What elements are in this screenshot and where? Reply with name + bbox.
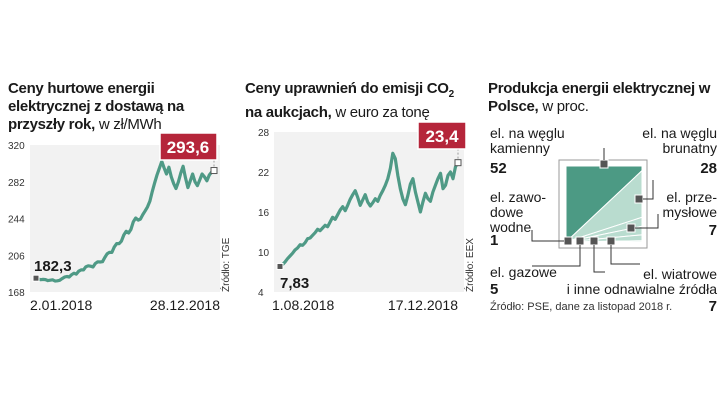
chart1-title-unit: w zł/MWh — [98, 116, 162, 133]
chart2-xtick-label-end: 17.12.2018 — [388, 297, 458, 313]
chart-panel-power-prices: Ceny hurtowe energii elektrycznej z dost… — [8, 80, 236, 134]
chart3-marker-kamienny — [599, 159, 609, 169]
chart3-leader-zawodowe — [531, 230, 564, 242]
chart-panel-production-mix: Produkcja energii elektrycznej w Polsce,… — [488, 80, 713, 116]
chart1-ytick-label: 168 — [8, 288, 25, 299]
chart3-marker-zawodowe — [563, 236, 573, 246]
chart3-label-kamienny: kamienny — [490, 140, 550, 156]
chart2-title: Ceny uprawnień do emisji CO2 na aukcjach… — [245, 80, 475, 122]
chart3-value-gazowe: 5 — [490, 281, 498, 298]
chart3-label-wiatrowe: el. wiatrowe — [643, 266, 717, 282]
chart3-value-wodne: 1 — [490, 232, 498, 249]
chart2-source: Źródło: EEX — [463, 238, 476, 292]
chart3-value-przemyslowe: 7 — [709, 222, 717, 239]
chart2-ytick-label: 16 — [258, 208, 270, 219]
chart1-title: Ceny hurtowe energii elektrycznej z dost… — [8, 80, 236, 134]
chart1-ytick-label: 282 — [8, 178, 25, 189]
chart2-title-bold-2: na aukcjach, — [245, 104, 332, 121]
chart3-slice — [565, 240, 643, 243]
chart3-label-kamienny: el. na węglu — [490, 125, 565, 141]
chart3-label-przemyslowe: el. prze- — [666, 189, 717, 205]
chart2-title-unit: w euro za tonę — [335, 104, 430, 121]
chart3-title-bold: Produkcja energii elektrycznej w Polsce, — [488, 80, 711, 115]
chart2-plot-area — [274, 132, 464, 292]
chart1-xtick-label-end: 28.12.2018 — [150, 297, 220, 313]
chart3-marker-brunatny — [634, 194, 644, 204]
chart1-source: Źródło: TGE — [219, 237, 232, 292]
chart-panel-co2-prices: Ceny uprawnień do emisji CO2 na aukcjach… — [245, 80, 475, 122]
chart2-ytick-label: 10 — [258, 248, 270, 259]
chart3-label-brunatny: brunatny — [663, 140, 717, 156]
chart3-leader-przemyslowe — [635, 214, 659, 229]
chart2-ytick-label: 4 — [258, 288, 264, 299]
chart3-label-przemyslowe: mysłowe — [663, 204, 718, 220]
chart3-label-gazowe: el. gazowe — [490, 264, 557, 280]
chart1-end-marker — [210, 167, 218, 175]
chart1-title-bold: Ceny hurtowe energii elektrycznej z dost… — [8, 80, 184, 133]
chart2-series-line — [279, 151, 460, 268]
chart3-marker-wodne — [589, 236, 599, 246]
chart1-end-value-label: 293,6 — [167, 138, 210, 157]
chart2-start-value-label: 7,83 — [280, 275, 309, 292]
chart2-title-bold-1: Ceny uprawnień do emisji CO — [245, 80, 449, 97]
chart1-end-value-box — [159, 132, 218, 161]
chart3-label-brunatny: el. na węglu — [642, 125, 717, 141]
chart3-marker-wiatrowe — [606, 236, 616, 246]
chart3-value-wiatrowe: 7 — [709, 298, 717, 315]
chart1-series-line — [35, 159, 215, 283]
chart2-start-marker — [276, 262, 284, 270]
chart2-ytick-label: 28 — [258, 128, 270, 139]
chart3-leader-wiatrowe — [610, 245, 640, 265]
chart3-title-unit: w proc. — [542, 98, 589, 115]
chart2-title-sub: 2 — [448, 89, 455, 100]
chart3-value-kamienny: 52 — [490, 160, 507, 177]
chart3-marker-gazowe — [575, 236, 585, 246]
chart2-end-value-box — [417, 121, 467, 150]
chart1-xtick-label-start: 2.01.2018 — [30, 297, 92, 313]
chart3-label-wodne: wodne — [489, 219, 531, 235]
chart3-leader-brunatny — [643, 180, 654, 200]
chart1-ytick-label: 206 — [8, 251, 25, 262]
chart3-label-wodne: dowe — [490, 204, 524, 220]
chart3-label-wodne: el. zawo- — [490, 189, 546, 205]
chart1-ytick-label: 244 — [8, 215, 25, 226]
chart3-leader-gazowe — [532, 245, 581, 267]
chart1-ytick-label: 320 — [8, 141, 25, 152]
chart2-ytick-label: 22 — [258, 168, 270, 179]
chart1-start-value-label: 182,3 — [34, 258, 72, 275]
chart3-source: Źródło: PSE, dane za listopad 2018 r. — [490, 300, 672, 313]
chart3-marker-przemyslowe — [626, 223, 636, 233]
chart3-value-brunatny: 28 — [700, 160, 717, 177]
chart3-title: Produkcja energii elektrycznej w Polsce,… — [488, 80, 713, 116]
chart2-xtick-label-start: 1.08.2018 — [272, 297, 334, 313]
chart3-leader-wodne-extra — [593, 245, 605, 273]
chart1-start-marker — [32, 274, 40, 282]
chart3-label-wiatrowe: i inne odnawialne źródła — [567, 281, 717, 297]
chart2-end-marker — [454, 159, 462, 167]
chart2-end-value-label: 23,4 — [425, 127, 459, 146]
chart1-plot-area — [30, 145, 220, 292]
